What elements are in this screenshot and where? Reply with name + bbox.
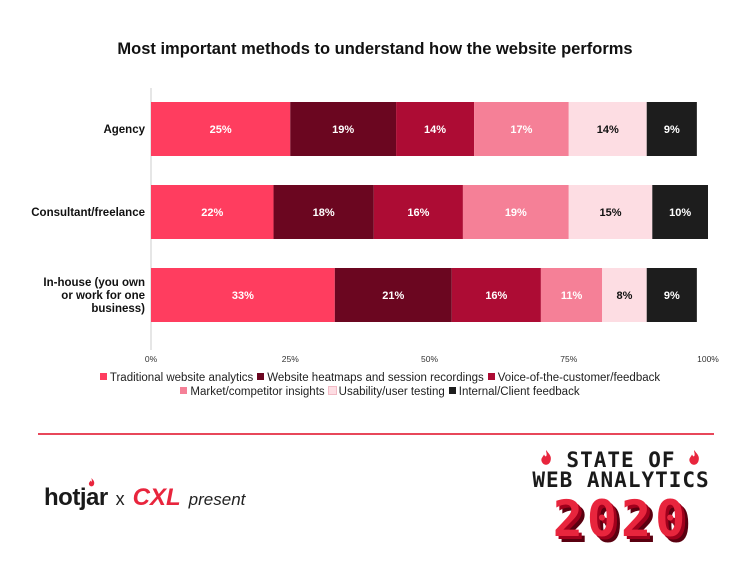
logo-line-1: STATE OF: [566, 448, 676, 472]
bar-segment: [373, 185, 463, 239]
stacked-bar-chart: 25% 19% 14% 17% 14% 9% Agency 22% 18% 16% 19% 15% 10…: [31, 88, 719, 364]
legend-row-2: Market/competitor insights Usability/user…: [60, 385, 700, 399]
bar-segment: [568, 185, 653, 239]
data-label: 8%: [616, 290, 632, 302]
bar-segment: [396, 102, 475, 156]
bar-segment: [151, 185, 274, 239]
data-label: 9%: [664, 124, 680, 136]
bar-segment: [652, 185, 708, 239]
data-label: 19%: [505, 207, 527, 219]
legend-label: Market/competitor insights: [190, 386, 325, 398]
logo-line-2: WEB ANALYTICS: [532, 468, 710, 492]
bar-segment: [474, 102, 569, 156]
category-label: or work for one: [61, 290, 145, 302]
data-label: 17%: [510, 124, 532, 136]
data-label: 16%: [407, 207, 429, 219]
legend-item: Website heatmaps and session recordings: [257, 371, 484, 385]
state-of-web-analytics-logo: STATE OF WEB ANALYTICS 2020: [510, 444, 732, 552]
legend-swatch: [180, 387, 188, 394]
flame-icon: [541, 450, 551, 465]
data-label: 33%: [232, 290, 254, 302]
cxl-logo[interactable]: CXL: [132, 484, 181, 511]
bar-segment: [462, 185, 569, 239]
section-divider: [38, 433, 714, 435]
legend-swatch: [487, 373, 495, 380]
data-label: 21%: [382, 290, 404, 302]
legend-swatch: [99, 373, 107, 380]
legend-label: Traditional website analytics: [109, 372, 254, 384]
logo-year: 2020: [552, 490, 690, 548]
bar-segment: [451, 268, 541, 322]
data-label: 25%: [210, 124, 232, 136]
flame-icon: [689, 450, 699, 465]
category-label: Consultant/freelance: [31, 207, 145, 219]
data-label: 11%: [561, 290, 583, 302]
data-label: 16%: [485, 290, 507, 302]
legend-item: Internal/Client feedback: [448, 385, 580, 399]
brand-footer: hotjar x CXL present: [44, 478, 246, 518]
legend-label: Usability/user testing: [338, 386, 445, 398]
x-tick-label: 25%: [282, 354, 299, 364]
present-text: present: [188, 490, 246, 509]
bar-segment: [273, 185, 374, 239]
data-label: 15%: [600, 207, 622, 219]
category-label: In-house (you own: [43, 277, 145, 289]
bar-segment: [334, 268, 452, 322]
legend-item: Market/competitor insights: [180, 385, 325, 399]
data-label: 22%: [201, 207, 223, 219]
legend-item: Traditional website analytics: [99, 371, 254, 385]
data-label: 14%: [597, 124, 619, 136]
bar-segment: [646, 268, 697, 322]
hotjar-logo[interactable]: hotjar: [44, 478, 108, 512]
legend-item: Voice-of-the-customer/feedback: [487, 371, 661, 385]
data-label: 10%: [669, 207, 691, 219]
legend-label: Website heatmaps and session recordings: [267, 372, 484, 384]
bar-segment: [290, 102, 397, 156]
x-tick-label: 50%: [421, 354, 438, 364]
flame-icon: [88, 478, 95, 487]
x-tick-label: 75%: [560, 354, 577, 364]
bar-segment: [602, 268, 647, 322]
legend-item: Usability/user testing: [327, 385, 445, 399]
bar-segment: [540, 268, 603, 322]
times-sign: x: [115, 489, 125, 509]
bar-segment: [151, 102, 291, 156]
chart-title: Most important methods to understand how…: [117, 40, 633, 58]
category-label: Agency: [103, 124, 145, 136]
x-tick-label: 100%: [697, 354, 719, 364]
data-label: 19%: [332, 124, 354, 136]
data-label: 14%: [424, 124, 446, 136]
legend-label: Voice-of-the-customer/feedback: [497, 372, 661, 384]
legend-label: Internal/Client feedback: [458, 386, 580, 398]
category-label: business): [91, 303, 145, 315]
legend-swatch: [257, 373, 265, 380]
bar-segment: [151, 268, 335, 322]
data-label: 18%: [313, 207, 335, 219]
legend-row-1: Traditional website analytics Website hea…: [60, 371, 700, 385]
x-tick-label: 0%: [145, 354, 158, 364]
bar-segment: [568, 102, 647, 156]
data-label: 9%: [664, 290, 680, 302]
bar-segment: [646, 102, 697, 156]
legend-swatch: [448, 387, 456, 394]
legend-swatch: [327, 386, 337, 395]
